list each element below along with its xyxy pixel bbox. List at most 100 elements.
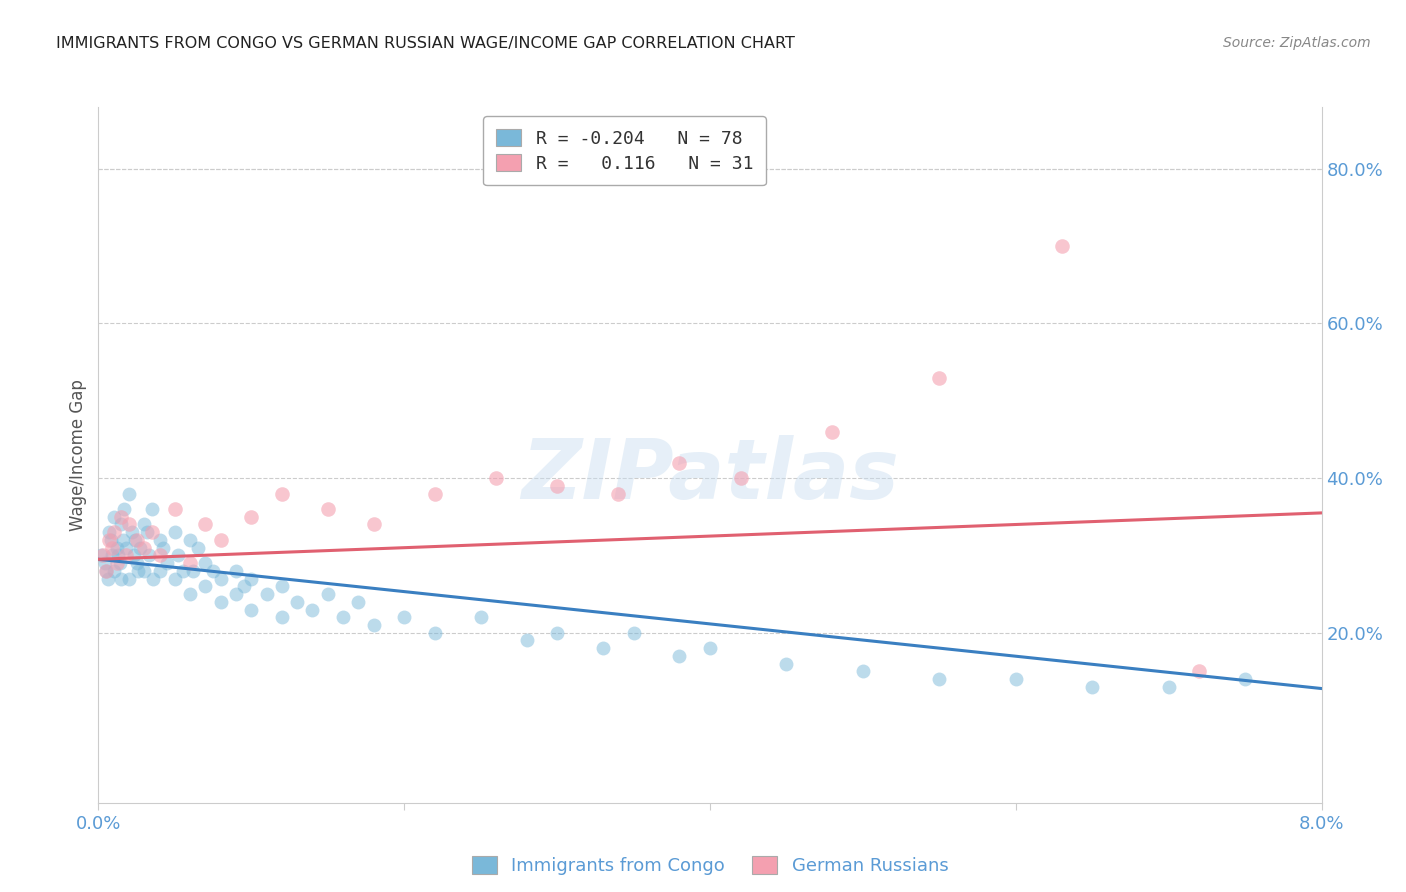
Point xyxy=(134,517,156,532)
Point xyxy=(270,579,294,593)
Point xyxy=(115,541,138,555)
Point xyxy=(105,556,128,570)
Point xyxy=(1157,680,1180,694)
Point xyxy=(256,587,278,601)
Point xyxy=(179,556,201,570)
Point xyxy=(90,549,112,563)
Point xyxy=(485,471,508,485)
Point xyxy=(301,602,323,616)
Point xyxy=(209,595,232,609)
Point xyxy=(103,564,125,578)
Point xyxy=(852,665,875,679)
Point xyxy=(125,556,148,570)
Point xyxy=(163,525,186,540)
Point xyxy=(1234,672,1257,686)
Point xyxy=(775,657,797,671)
Point xyxy=(187,541,209,555)
Point xyxy=(152,541,174,555)
Point xyxy=(105,541,128,555)
Point xyxy=(103,525,125,540)
Point xyxy=(134,564,156,578)
Point xyxy=(928,370,950,384)
Point xyxy=(347,595,370,609)
Point xyxy=(110,517,132,532)
Point xyxy=(423,625,446,640)
Point xyxy=(115,549,138,563)
Point xyxy=(928,672,950,686)
Point xyxy=(93,556,115,570)
Point xyxy=(225,564,247,578)
Point xyxy=(470,610,492,624)
Point xyxy=(128,541,150,555)
Point xyxy=(316,502,339,516)
Point xyxy=(122,549,145,563)
Point xyxy=(202,564,225,578)
Point xyxy=(149,549,172,563)
Text: IMMIGRANTS FROM CONGO VS GERMAN RUSSIAN WAGE/INCOME GAP CORRELATION CHART: IMMIGRANTS FROM CONGO VS GERMAN RUSSIAN … xyxy=(56,36,796,51)
Point xyxy=(127,564,149,578)
Point xyxy=(270,610,294,624)
Point xyxy=(100,533,122,547)
Point xyxy=(270,486,294,500)
Point xyxy=(592,641,614,656)
Point xyxy=(149,533,172,547)
Point xyxy=(163,572,186,586)
Y-axis label: Wage/Income Gap: Wage/Income Gap xyxy=(69,379,87,531)
Point xyxy=(118,486,141,500)
Point xyxy=(1004,672,1026,686)
Point xyxy=(668,456,690,470)
Point xyxy=(623,625,645,640)
Point xyxy=(392,610,416,624)
Point xyxy=(240,602,263,616)
Text: ZIPatlas: ZIPatlas xyxy=(522,435,898,516)
Point xyxy=(363,517,385,532)
Point xyxy=(232,579,254,593)
Point xyxy=(91,549,114,563)
Point xyxy=(94,564,117,578)
Point xyxy=(240,509,263,524)
Point xyxy=(98,533,121,547)
Point xyxy=(546,479,568,493)
Point xyxy=(97,572,120,586)
Point xyxy=(156,556,179,570)
Legend: Immigrants from Congo, German Russians: Immigrants from Congo, German Russians xyxy=(463,847,957,884)
Point xyxy=(730,471,752,485)
Point xyxy=(101,549,124,563)
Point xyxy=(141,502,163,516)
Point xyxy=(607,486,630,500)
Point xyxy=(124,533,146,547)
Point xyxy=(111,533,134,547)
Point xyxy=(316,587,339,601)
Point xyxy=(138,549,160,563)
Point xyxy=(423,486,446,500)
Point xyxy=(167,549,190,563)
Point xyxy=(181,564,204,578)
Text: Source: ZipAtlas.com: Source: ZipAtlas.com xyxy=(1223,36,1371,50)
Point xyxy=(209,533,232,547)
Point xyxy=(172,564,194,578)
Point xyxy=(209,572,232,586)
Point xyxy=(363,618,385,632)
Point xyxy=(179,533,201,547)
Point xyxy=(194,556,217,570)
Point xyxy=(108,556,131,570)
Point xyxy=(110,572,132,586)
Point xyxy=(136,525,159,540)
Point xyxy=(194,517,217,532)
Point xyxy=(110,509,132,524)
Point xyxy=(240,572,263,586)
Point xyxy=(118,572,141,586)
Point xyxy=(1188,665,1211,679)
Point xyxy=(225,587,247,601)
Point xyxy=(134,541,156,555)
Point xyxy=(149,564,172,578)
Point xyxy=(112,502,135,516)
Point xyxy=(332,610,354,624)
Point xyxy=(516,633,538,648)
Point xyxy=(103,509,125,524)
Point xyxy=(101,541,124,555)
Point xyxy=(1050,239,1073,253)
Point xyxy=(194,579,217,593)
Point xyxy=(699,641,721,656)
Point xyxy=(107,549,129,563)
